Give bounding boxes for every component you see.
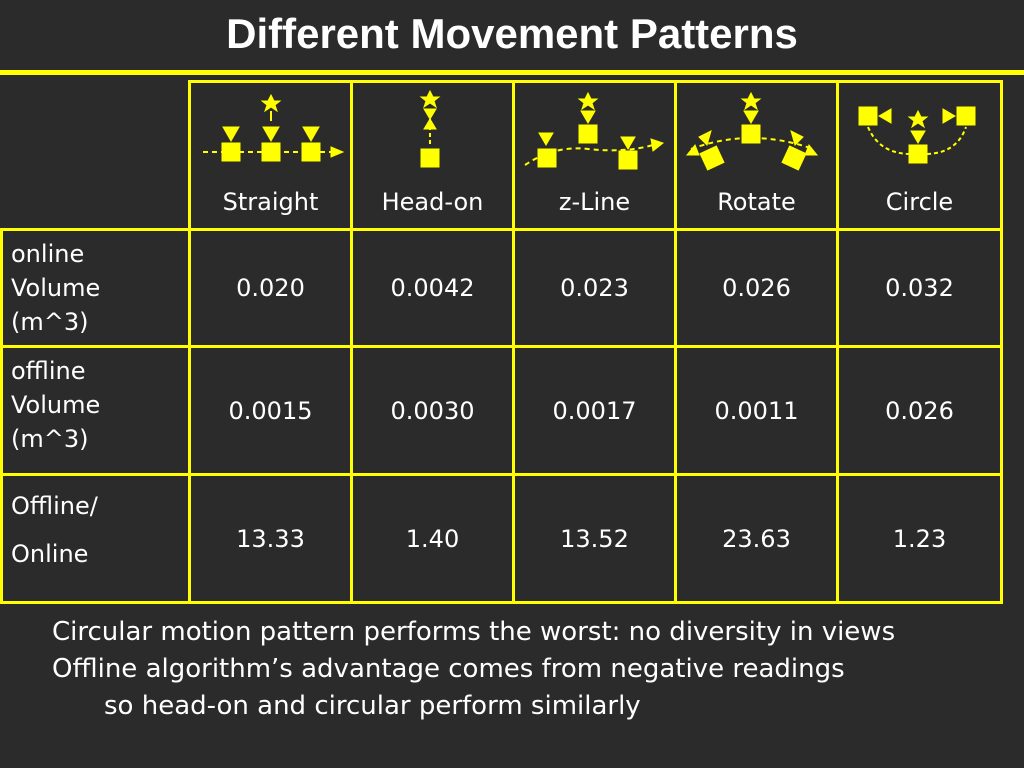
column-header-label: Circle — [885, 188, 954, 216]
row-label: online Volume (m^3) — [0, 228, 191, 348]
column-header-z-line: z-Line — [512, 80, 677, 231]
z-line-pattern-icon — [524, 91, 665, 170]
note-line: Offline algorithm’s advantage comes from… — [52, 654, 845, 684]
column-header-straight: Straight — [188, 80, 353, 231]
table-row-offline-online-ratio: Offline/ Online 13.33 1.40 13.52 23.63 1… — [0, 473, 1003, 604]
column-header-circle: Circle — [836, 80, 1003, 231]
head-on-pattern-icon — [419, 89, 441, 168]
table-cell: 0.0017 — [512, 345, 677, 476]
table-cell: 13.52 — [512, 473, 677, 604]
header-row: Straight Head-on — [1, 80, 1003, 231]
column-header-label: Head-on — [381, 188, 484, 216]
table-cell: 0.0015 — [188, 345, 353, 476]
table-cell: 0.0042 — [350, 228, 515, 348]
table-cell: 0.026 — [836, 345, 1003, 476]
row-label: Offline/ Online — [0, 473, 191, 604]
column-header-label: Rotate — [717, 188, 796, 216]
note-line: Circular motion pattern performs the wor… — [52, 617, 896, 647]
notes: Circular motion pattern performs the wor… — [52, 614, 895, 725]
table-cell: 0.0011 — [674, 345, 839, 476]
row-label: offline Volume (m^3) — [0, 345, 191, 476]
rotate-pattern-icon — [685, 91, 819, 171]
table-cell: 23.63 — [674, 473, 839, 604]
corner-cell — [1, 81, 191, 231]
circle-pattern-icon — [858, 106, 976, 164]
table-cell: 1.40 — [350, 473, 515, 604]
table-row-offline-volume: offline Volume (m^3) 0.0015 0.0030 0.001… — [0, 345, 1003, 476]
table-row-online-volume: online Volume (m^3) 0.020 0.0042 0.023 0… — [0, 228, 1003, 348]
results-table: Straight Head-on — [0, 80, 1003, 604]
table-cell: 0.023 — [512, 228, 677, 348]
note-line-indented: so head-on and circular perform similarl… — [104, 691, 641, 721]
table-cell: 0.020 — [188, 228, 353, 348]
column-header-head-on: Head-on — [350, 80, 515, 231]
column-header-label: Straight — [222, 188, 319, 216]
table-cell: 13.33 — [188, 473, 353, 604]
straight-pattern-icon — [203, 93, 345, 162]
table-cell: 1.23 — [836, 473, 1003, 604]
table-cell: 0.0030 — [350, 345, 515, 476]
title-divider — [0, 70, 1024, 75]
table-cell: 0.026 — [674, 228, 839, 348]
page-title: Different Movement Patterns — [226, 10, 798, 57]
column-header-rotate: Rotate — [674, 80, 839, 231]
table-cell: 0.032 — [836, 228, 1003, 348]
column-header-label: z-Line — [558, 188, 631, 216]
